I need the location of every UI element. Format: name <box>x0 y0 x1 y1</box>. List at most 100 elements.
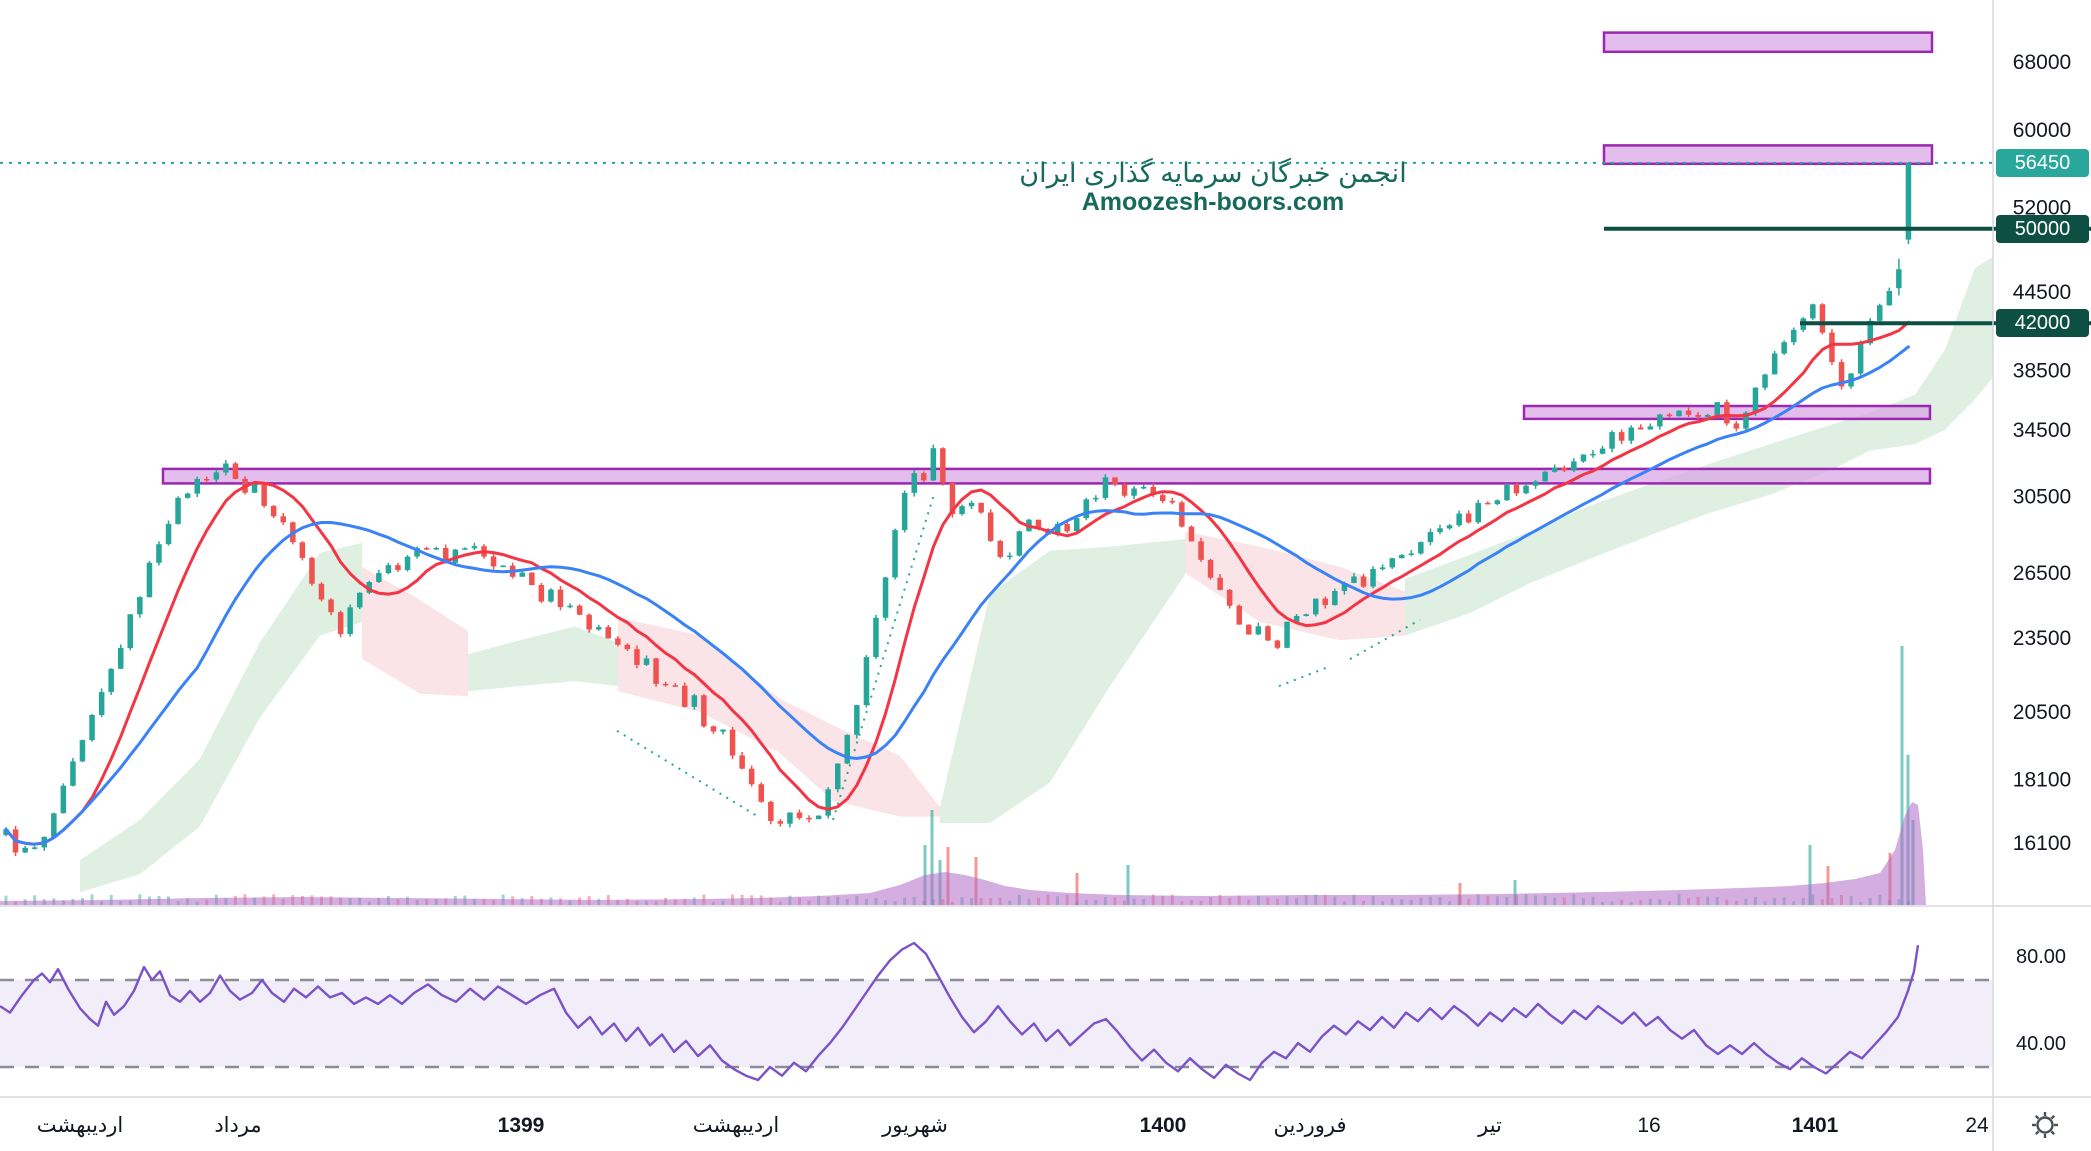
candle-body <box>1628 427 1634 441</box>
candle-body <box>1217 577 1223 590</box>
time-axis[interactable] <box>0 1097 1993 1151</box>
candle-body <box>1236 605 1242 625</box>
chikou-dotted-line <box>832 491 936 821</box>
candle-body <box>357 592 363 608</box>
volume-spike-bar <box>1458 883 1462 905</box>
price-tick-label: 60000 <box>2013 119 2071 142</box>
candle-body <box>1638 427 1644 430</box>
candle-body <box>1360 576 1367 587</box>
candle-body <box>1896 269 1902 289</box>
candle-body <box>576 605 583 615</box>
settings-icon[interactable] <box>2026 1106 2064 1144</box>
candle-body <box>1666 414 1673 417</box>
candle-body <box>89 715 95 741</box>
candle-body <box>1733 423 1740 429</box>
candle-body <box>596 627 602 630</box>
candle-body <box>1131 488 1137 496</box>
supply-demand-zone <box>1602 31 1934 54</box>
candle-body <box>299 542 306 558</box>
alert-line-badge-42000: 42000 <box>1996 309 2089 337</box>
candle-body <box>643 658 650 665</box>
candle-body <box>682 685 688 707</box>
candle-body <box>1007 555 1013 558</box>
candle-body <box>1762 374 1768 388</box>
volume-spike-bar <box>1900 646 1904 905</box>
candle-body <box>978 502 984 513</box>
candle-body <box>701 695 707 727</box>
candle-body <box>529 572 535 585</box>
candle-body <box>184 493 191 498</box>
candle-body <box>280 516 286 523</box>
price-tick-label: 16100 <box>2013 832 2071 855</box>
candle-body <box>1465 513 1472 523</box>
candle-body <box>615 638 621 645</box>
candle-body <box>232 463 239 479</box>
candle-body <box>787 812 793 824</box>
candle-body <box>605 627 611 639</box>
candle-body <box>1714 402 1720 415</box>
candle-body <box>863 657 870 706</box>
candle-body <box>490 556 497 567</box>
candle-body <box>462 548 468 550</box>
candle-body <box>1791 329 1797 343</box>
candle-body <box>1379 567 1386 570</box>
candle-body <box>1886 291 1893 306</box>
candle-body <box>328 599 334 613</box>
ichimoku-cloud <box>618 617 940 817</box>
candle-body <box>1704 415 1711 417</box>
candle-body <box>921 473 927 481</box>
candle-body <box>815 815 822 820</box>
rsi-lower-band-label: 40.00 <box>2015 1033 2067 1055</box>
candle-body <box>1265 626 1271 641</box>
time-tick-label: اردیبهشت <box>37 1114 124 1137</box>
candle-body <box>777 821 784 824</box>
volume-bar <box>90 894 94 905</box>
candle-body <box>538 585 545 602</box>
supply-demand-zone <box>1602 144 1934 166</box>
candle-body <box>1494 500 1501 505</box>
candle-body <box>118 647 124 669</box>
candle-body <box>1408 553 1415 555</box>
candle-body <box>443 548 449 563</box>
candle-body <box>873 617 879 658</box>
candle-body <box>1475 502 1481 523</box>
candle-body <box>175 497 181 524</box>
time-tick-label: 16 <box>1637 1114 1660 1137</box>
candle-body <box>1370 569 1376 587</box>
candle-body <box>1857 343 1864 374</box>
candle-body <box>1284 621 1290 648</box>
ichimoku-cloud <box>1405 256 1993 636</box>
rsi-line <box>0 941 1920 1082</box>
candle-body <box>854 705 860 735</box>
candle-body <box>433 548 439 550</box>
candle-body <box>423 548 430 550</box>
price-tick-label: 23500 <box>2013 627 2071 650</box>
time-tick-label: مرداد <box>214 1114 261 1137</box>
candle-body <box>3 829 9 835</box>
volume-spike-bar <box>1808 845 1812 905</box>
candle-body <box>672 685 678 687</box>
candle-body <box>1542 471 1548 482</box>
alert-line-badge-50000: 50000 <box>1996 215 2089 243</box>
candle-body <box>1752 387 1759 413</box>
candle-body <box>223 463 229 473</box>
candle-body <box>1618 432 1625 441</box>
last-price-badge: 56450 <box>1996 149 2089 177</box>
candle-body <box>70 761 76 786</box>
candle-body <box>194 479 200 494</box>
candle-body <box>376 573 382 582</box>
candle-body <box>98 692 105 715</box>
candle-body <box>1054 524 1061 535</box>
candle-body <box>634 649 640 665</box>
rsi-band <box>0 980 1993 1067</box>
candle-body <box>835 763 841 790</box>
candle-body <box>1188 526 1195 542</box>
candle-body <box>1121 484 1128 496</box>
candle-body <box>1838 362 1845 387</box>
time-tick-label: 24 <box>1965 1114 1989 1137</box>
candle-body <box>911 473 917 493</box>
candle-body <box>940 448 946 483</box>
time-tick-label: 1400 <box>1140 1114 1187 1137</box>
